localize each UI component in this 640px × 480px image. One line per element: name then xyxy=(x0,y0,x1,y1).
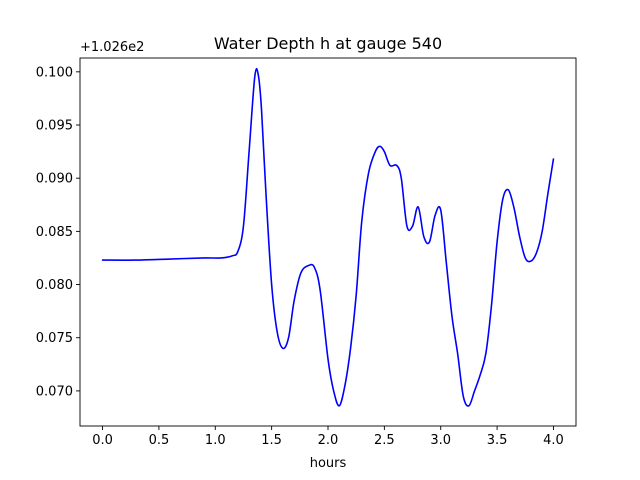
x-tick-label: 3.0 xyxy=(430,433,451,448)
y-tick-label: 0.090 xyxy=(36,172,73,187)
y-tick-label: 0.075 xyxy=(36,331,73,346)
x-tick-label: 2.0 xyxy=(318,433,339,448)
x-tick-label: 0.5 xyxy=(149,433,170,448)
series-line-0 xyxy=(101,67,555,407)
plot-area: 0.0 0.5 1.0 1.5 2.0 2.5 3.0 3.5 4.0 0.070 0.075 0.0… xyxy=(36,57,577,448)
x-tick-label: 3.5 xyxy=(487,433,508,448)
y-tick-label: 0.100 xyxy=(36,65,73,80)
y-tick-label: 0.085 xyxy=(36,225,73,240)
y-tick-label: 0.095 xyxy=(36,119,73,134)
y-tick-label: 0.080 xyxy=(36,278,73,293)
x-tick-label: 1.5 xyxy=(261,433,282,448)
x-axis-label: hours xyxy=(310,456,347,471)
x-tick-label: 4.0 xyxy=(543,433,564,448)
x-tick-label: 0.0 xyxy=(92,433,113,448)
x-tick-label: 1.0 xyxy=(205,433,226,448)
y-axis-offset-label: +1.026e2 xyxy=(80,40,144,55)
x-tick-label: 2.5 xyxy=(374,433,395,448)
chart-title: Water Depth h at gauge 540 xyxy=(214,34,442,53)
y-tick-label: 0.070 xyxy=(36,384,73,399)
